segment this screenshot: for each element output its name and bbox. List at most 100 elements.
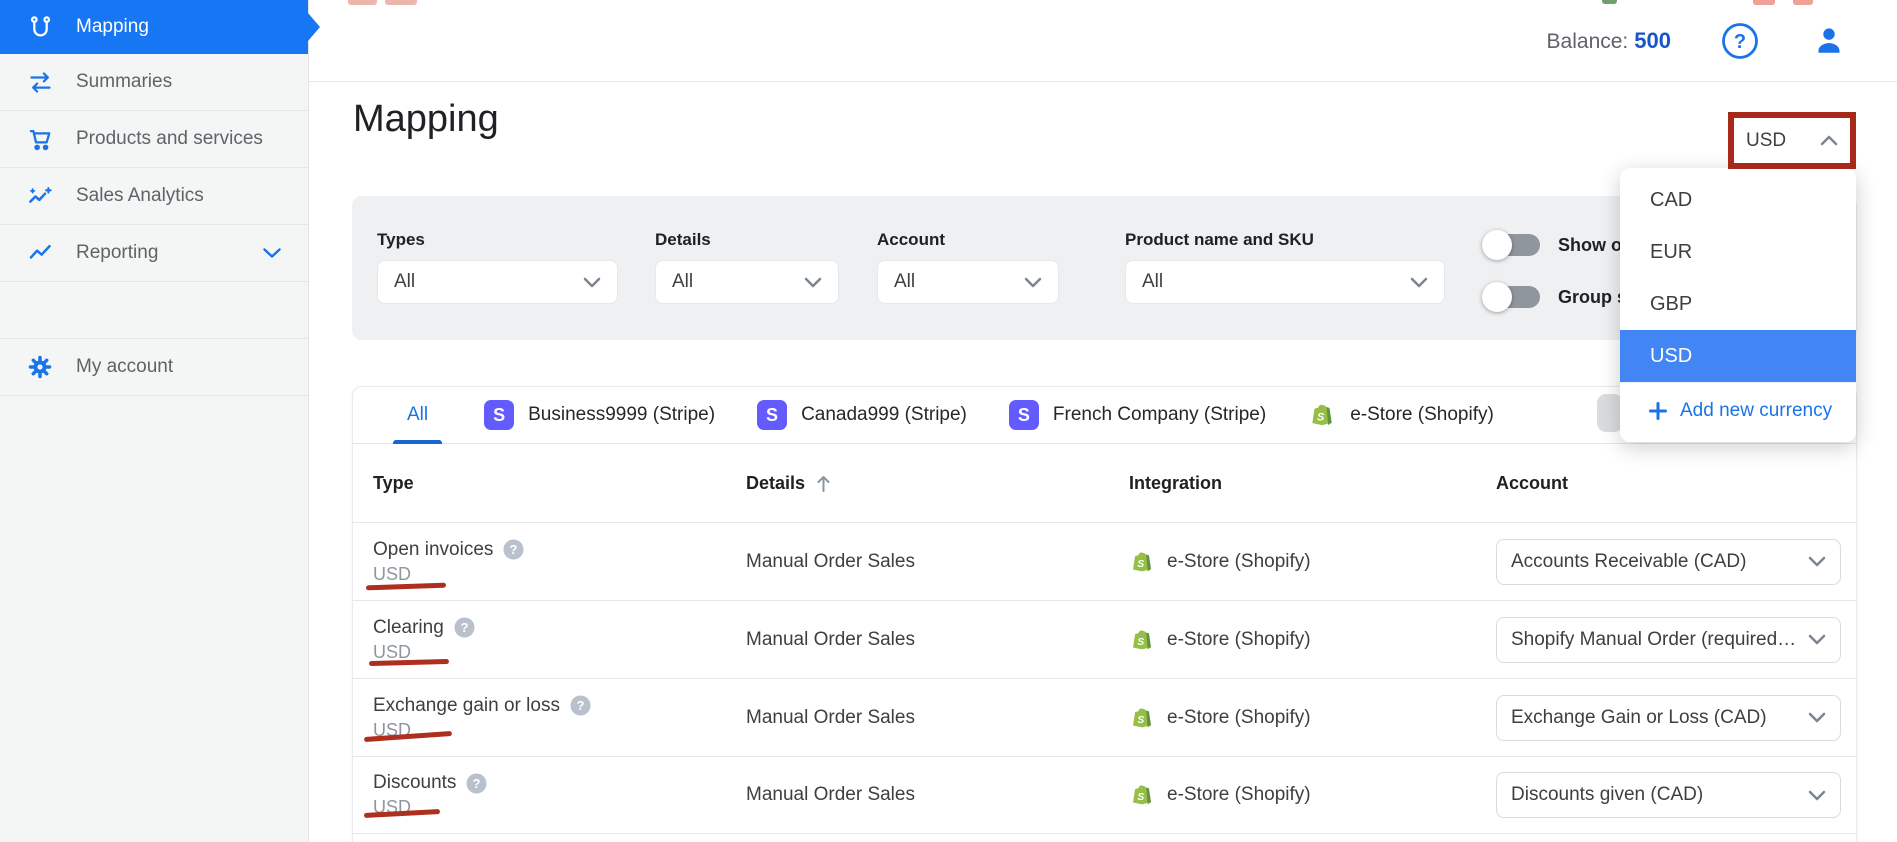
sidebar-item-sales-analytics[interactable]: Sales Analytics (0, 168, 308, 225)
cutoff-fragment (1753, 0, 1775, 5)
cutoff-fragment (348, 0, 377, 5)
tab-business9999-stripe[interactable]: S Business9999 (Stripe) (484, 400, 715, 430)
sidebar-item-reporting[interactable]: Reporting (0, 225, 308, 282)
currency-option-usd[interactable]: USD (1620, 330, 1856, 382)
shopify-icon: S (1133, 707, 1152, 727)
details-cell: Manual Order Sales (746, 784, 915, 805)
col-header-details-sort[interactable]: Details (746, 473, 1129, 494)
sidebar-item-label: Products and services (76, 128, 263, 149)
sidebar-item-label: Reporting (76, 242, 159, 263)
type-label: Exchange gain or loss (373, 694, 560, 716)
type-label: Clearing (373, 616, 444, 638)
stripe-icon: S (757, 400, 788, 430)
stripe-icon: S (1008, 400, 1039, 430)
types-select[interactable]: All (377, 260, 618, 304)
account-select[interactable]: All (877, 260, 1059, 304)
cart-icon (26, 125, 54, 153)
tab-estore-shopify[interactable]: S e-Store (Shopify) (1308, 401, 1494, 429)
sidebar-item-label: Summaries (76, 71, 173, 92)
add-new-currency-button[interactable]: Add new currency (1620, 382, 1856, 438)
integration-cell: S e-Store (Shopify) (1129, 549, 1496, 575)
details-cell: Manual Order Sales (746, 550, 915, 572)
sidebar-item-mapping[interactable]: Mapping (0, 0, 308, 54)
integration-tabs: All S Business9999 (Stripe) S Canada999 … (353, 387, 1856, 444)
svg-text:S: S (1137, 715, 1144, 726)
sidebar-item-label: Sales Analytics (76, 185, 204, 206)
chevron-down-icon[interactable] (262, 247, 282, 259)
route-icon (26, 13, 54, 41)
show-toggle[interactable] (1482, 230, 1540, 260)
chevron-down-icon (1808, 556, 1826, 567)
user-avatar-icon[interactable] (1811, 23, 1847, 59)
account-mapping-select[interactable]: Exchange Gain or Loss (CAD) (1496, 694, 1841, 741)
sidebar-item-label: My account (76, 356, 174, 377)
product-sku-select-value: All (1142, 271, 1164, 292)
tab-scroll-button[interactable] (1597, 394, 1623, 432)
currency-option-cad[interactable]: CAD (1650, 188, 1693, 211)
currency-dropdown-menu: CAD EUR GBP USD Add new currency (1620, 168, 1856, 442)
currency-option-gbp[interactable]: GBP (1650, 292, 1693, 315)
topbar: Balance: 500 ? (309, 0, 1897, 82)
account-mapping-select[interactable]: Discounts given (CAD) (1496, 772, 1841, 818)
balance-label: Balance: (1546, 29, 1629, 53)
chevron-down-icon (1410, 277, 1428, 287)
details-select[interactable]: All (655, 260, 839, 304)
sidebar-spacer (0, 282, 308, 339)
col-header-account: Account (1496, 472, 1568, 493)
tab-canada999-stripe[interactable]: S Canada999 (Stripe) (757, 400, 967, 430)
help-circle-icon[interactable]: ? (466, 773, 487, 794)
tab-all[interactable]: All (393, 387, 443, 444)
sidebar: Mapping Summaries Products and services (0, 0, 309, 842)
help-circle-icon[interactable]: ? (503, 539, 524, 560)
gear-icon (26, 353, 54, 381)
product-sku-select[interactable]: All (1125, 260, 1445, 304)
account-mapping-select[interactable]: Shopify Manual Order (required… (1496, 616, 1841, 663)
tab-label: All (407, 404, 429, 425)
group-toggle[interactable] (1482, 282, 1540, 312)
balance: Balance: 500 (1547, 28, 1671, 54)
help-circle-icon[interactable]: ? (570, 695, 591, 716)
sidebar-item-summaries[interactable]: Summaries (0, 54, 308, 111)
types-select-value: All (394, 271, 416, 292)
tab-label: e-Store (Shopify) (1350, 404, 1494, 425)
show-toggle-label: Show or (1558, 234, 1629, 255)
shopify-icon: S (1133, 629, 1152, 649)
currency-select[interactable]: USD (1734, 118, 1850, 163)
row-currency: USD (373, 797, 412, 817)
integration-cell: S e-Store (Shopify) (1129, 705, 1496, 731)
filter-label: Types (377, 230, 425, 249)
type-label: Discounts (373, 772, 457, 793)
details-cell: Manual Order Sales (746, 628, 915, 650)
chevron-down-icon (1808, 790, 1826, 800)
tab-label: Canada999 (Stripe) (801, 404, 967, 425)
account-mapping-select[interactable]: Accounts Receivable (CAD) (1496, 538, 1841, 585)
shopify-icon: S (1133, 551, 1152, 571)
currency-option-eur[interactable]: EUR (1650, 240, 1693, 263)
col-header-type: Type (373, 472, 414, 493)
filter-label: Account (877, 230, 945, 249)
content: Mapping Types All Details All (309, 82, 1897, 842)
integration-cell: S e-Store (Shopify) (1129, 627, 1496, 653)
svg-text:?: ? (1734, 31, 1746, 53)
sidebar-item-products-and-services[interactable]: Products and services (0, 111, 308, 168)
table-row: Discounts ? USD Manual Order Sales S e-S… (353, 756, 1856, 834)
integration-cell: S e-Store (Shopify) (1129, 782, 1496, 808)
shopify-icon: S (1133, 785, 1152, 805)
svg-text:S: S (1317, 412, 1325, 424)
help-circle-icon[interactable]: ? (454, 617, 475, 638)
trend-line-icon (26, 239, 54, 267)
cutoff-fragment (385, 0, 417, 5)
tab-french-company-stripe[interactable]: S French Company (Stripe) (1008, 400, 1266, 430)
page-title: Mapping (353, 98, 499, 140)
svg-text:?: ? (473, 776, 481, 791)
filter-types: Types All (377, 230, 618, 304)
chevron-down-icon (1024, 277, 1042, 287)
sidebar-item-my-account[interactable]: My account (0, 339, 308, 396)
help-icon[interactable]: ? (1721, 22, 1759, 60)
toggle-row-group: Group sa (1482, 282, 1637, 312)
tab-label: Business9999 (Stripe) (528, 404, 716, 425)
svg-text:?: ? (510, 542, 518, 557)
stripe-icon: S (484, 400, 515, 430)
filter-details: Details All (655, 230, 839, 304)
